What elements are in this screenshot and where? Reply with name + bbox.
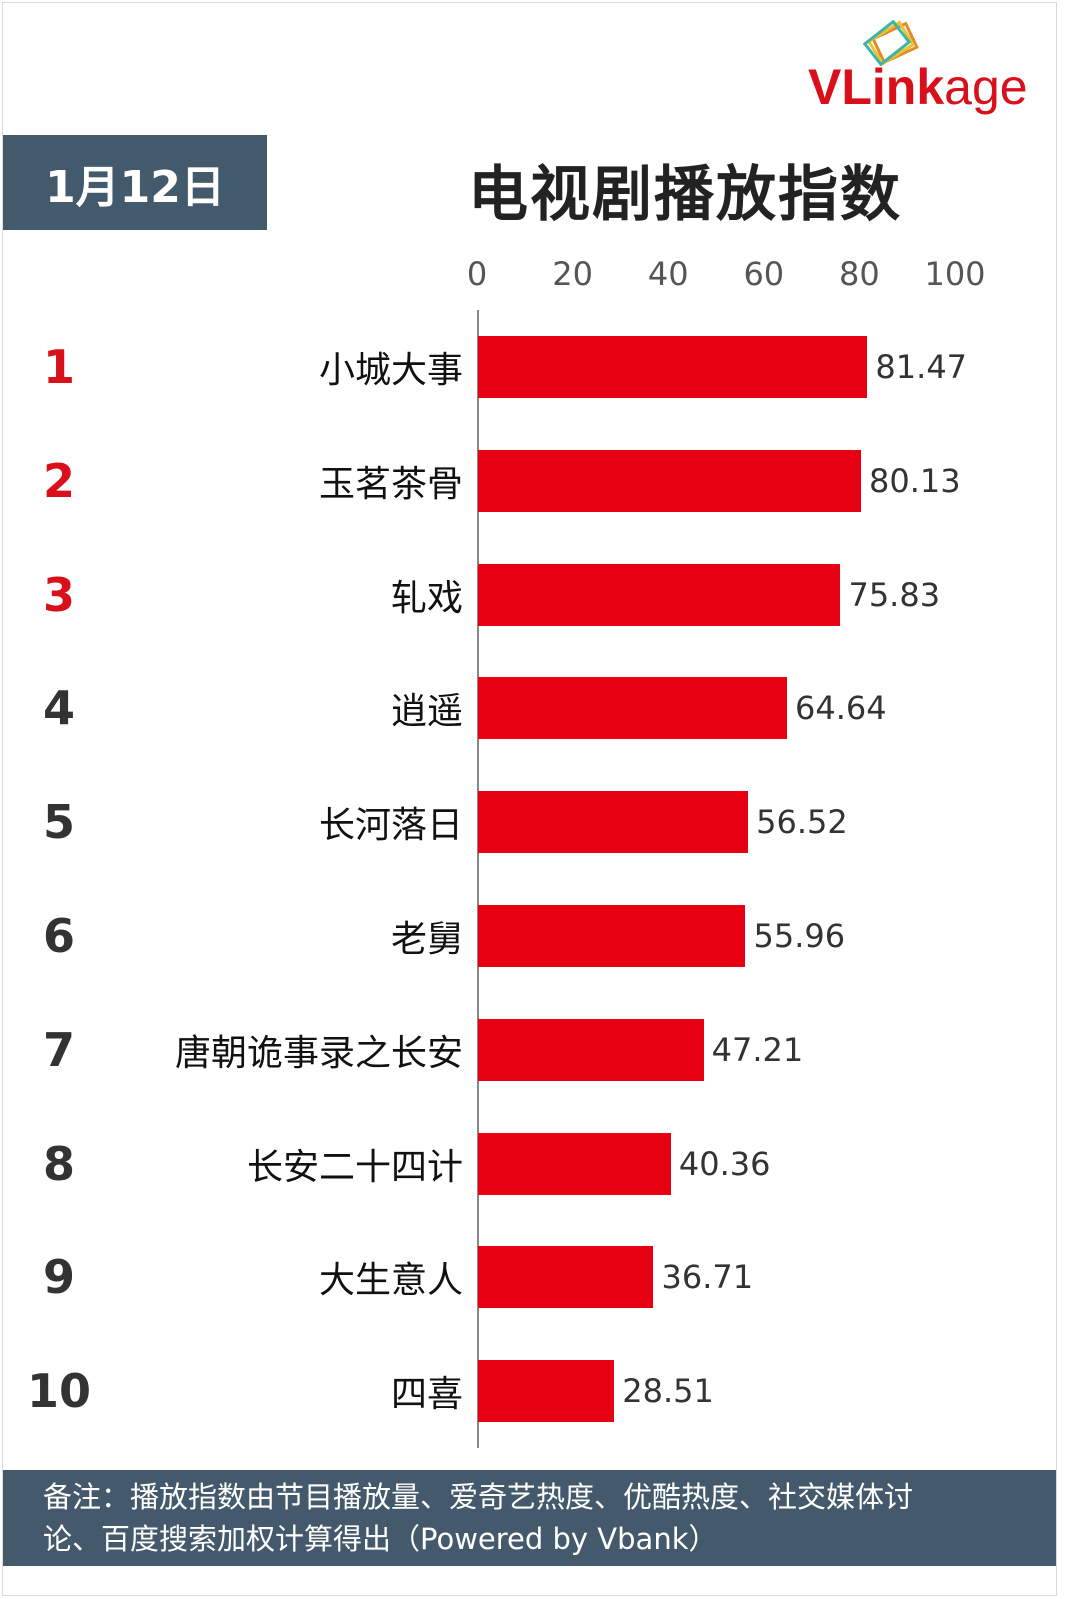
bar — [478, 1246, 654, 1309]
rank-number: 7 — [42, 1022, 75, 1077]
value-label: 28.51 — [622, 1372, 714, 1411]
y-axis-line — [477, 310, 479, 1448]
category-label: 玉茗茶骨 — [318, 463, 463, 505]
x-tick-label: 100 — [924, 255, 986, 293]
date-badge: 1月12日 — [3, 135, 267, 230]
bar — [478, 1018, 704, 1081]
chart-title: 电视剧播放指数 — [468, 160, 902, 230]
category-label: 老舅 — [390, 919, 463, 960]
category-label: 逍遥 — [390, 691, 463, 733]
rank-number: 9 — [42, 1250, 75, 1305]
logo-cards-icon — [863, 20, 919, 67]
footer-note: 备注：播放指数由节目播放量、爱奇艺热度、优酷热度、社交媒体讨 论、百度搜索加权计… — [3, 1470, 1056, 1566]
footer-line-1: 备注：播放指数由节目播放量、爱奇艺热度、优酷热度、社交媒体讨 — [43, 1480, 914, 1514]
bar — [478, 905, 746, 967]
rank-number: 2 — [42, 453, 75, 508]
rank-number: 10 — [26, 1364, 91, 1419]
value-label: 81.47 — [875, 348, 968, 386]
value-label: 36.71 — [661, 1258, 754, 1297]
x-tick-label: 80 — [839, 255, 880, 293]
value-label: 80.13 — [869, 461, 961, 500]
category-label: 四喜 — [390, 1374, 463, 1416]
x-tick-label: 40 — [647, 255, 689, 293]
category-label: 长河落日 — [318, 805, 463, 847]
bar — [478, 336, 868, 398]
category-label: 大生意人 — [318, 1260, 463, 1302]
value-label: 75.83 — [848, 575, 941, 614]
value-label: 64.64 — [794, 689, 887, 728]
category-label: 长安二十四计 — [246, 1146, 463, 1188]
bar — [478, 1360, 615, 1423]
bar — [478, 1132, 671, 1195]
value-label: 47.21 — [711, 1030, 804, 1069]
category-label: 轧戏 — [390, 577, 463, 619]
chart-frame — [2, 2, 1057, 1596]
category-label: 小城大事 — [318, 350, 463, 391]
bar — [478, 677, 787, 740]
x-tick-label: 60 — [743, 255, 785, 293]
rank-number: 5 — [42, 795, 75, 850]
x-tick-label: 0 — [466, 255, 488, 293]
rank-number: 8 — [42, 1136, 75, 1191]
rank-number: 4 — [42, 681, 75, 736]
footer-line-2: 论、百度搜索加权计算得出（Powered by Vbank） — [43, 1522, 718, 1556]
rank-number: 1 — [42, 340, 75, 394]
vlinkage-logo: VLinkage — [808, 20, 1053, 115]
category-label: 唐朝诡事录之长安 — [174, 1032, 463, 1074]
bar — [478, 563, 841, 626]
value-label: 56.52 — [756, 803, 848, 842]
x-tick-label: 20 — [552, 255, 593, 293]
rank-number: 6 — [42, 909, 75, 963]
logo-text-light: age — [944, 59, 1028, 115]
bar — [478, 449, 862, 512]
bar — [478, 791, 749, 854]
rank-number: 3 — [42, 567, 75, 622]
value-label: 55.96 — [753, 917, 846, 955]
value-label: 40.36 — [678, 1144, 771, 1183]
logo-text-bold: VLink — [808, 59, 945, 115]
